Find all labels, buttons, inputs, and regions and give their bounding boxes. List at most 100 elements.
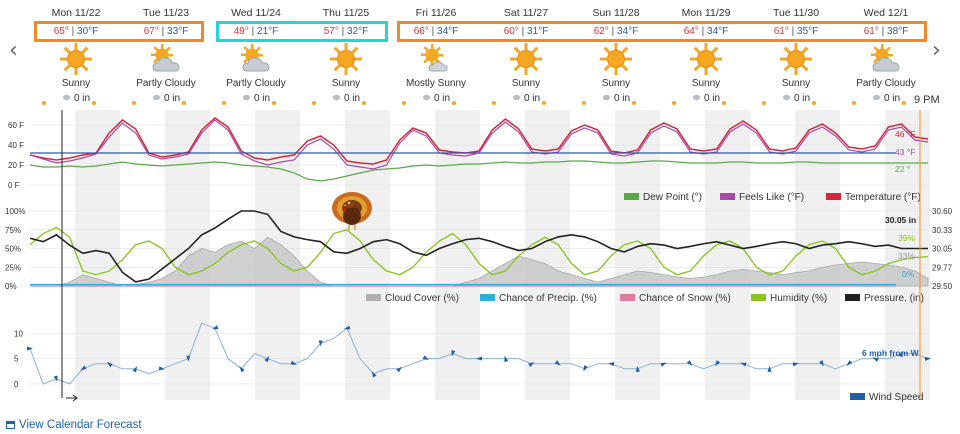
wind-arrow-icon (792, 362, 799, 367)
raindrop-icon (692, 93, 704, 104)
sunrise-marker (132, 101, 136, 105)
legend-swatch (845, 294, 860, 301)
turkey-icon (332, 192, 372, 230)
day-date: Thu 11/25 (322, 7, 370, 19)
day-date: Sun 11/28 (592, 7, 640, 19)
atm-y-tick-right: 30.05 (932, 245, 953, 254)
atm-end-label: 30.05 in (885, 215, 916, 225)
day-column[interactable]: Tue 11/23 67° | 33°F Partly Cloudy 0 in (121, 6, 211, 105)
precip-amount: 0 in (481, 92, 571, 105)
raindrop-icon (242, 93, 254, 104)
precip-amount: 0 in (661, 92, 751, 105)
condition-text: Sunny (511, 78, 541, 89)
wind-arrow-icon (767, 365, 772, 372)
sunrise-marker (672, 101, 676, 105)
wind-arrow-icon (53, 375, 58, 382)
condition-text: Sunny (601, 78, 631, 89)
sunset-marker (452, 101, 456, 105)
day-date: Sat 11/27 (503, 7, 549, 19)
temp-y-tick: 0 F (8, 181, 20, 190)
wind-arrow-icon (924, 356, 931, 361)
calendar-icon (6, 421, 15, 429)
sun-icon (31, 41, 121, 77)
low-temp: 35°F (797, 26, 819, 37)
temperature-chart: 60 F 40 F 20 F 0 F 46 °F 43 °F 22 ° Dew Point (… (8, 117, 929, 203)
wind-chart: 10 5 0 6 mph from W Wind Speed (14, 322, 931, 403)
wind-arrow-icon (264, 356, 270, 363)
wind-arrow-icon (239, 366, 245, 373)
sun-icon (751, 41, 841, 77)
day-column[interactable]: Mon 11/22 65° | 30°F Sunny 0 in (31, 6, 121, 105)
legend-swatch (620, 294, 635, 301)
day-temps: 65° | 30°F (53, 26, 99, 37)
day-column[interactable]: Thu 11/25 57° | 32°F Sunny 0 in (301, 6, 391, 105)
wind-arrow-icon (476, 356, 483, 361)
day-column[interactable]: Fri 11/26 66° | 34°F Mostly Sunny 0 in (391, 6, 481, 105)
condition-text: Partly Cloudy (136, 78, 196, 89)
mostly-sunny-icon (391, 41, 481, 77)
sunset-marker (182, 101, 186, 105)
atm-y-tick-left: 25% (5, 263, 21, 272)
legend-label: Humidity (%) (770, 293, 827, 304)
temp-series-line (29, 160, 928, 182)
high-temp: 65° (53, 26, 69, 37)
sunrise-marker (852, 101, 856, 105)
sunrise-marker (222, 101, 226, 105)
raindrop-icon (782, 93, 794, 104)
sunset-marker (542, 101, 546, 105)
precip-amount: 0 in (841, 92, 931, 105)
precip-amount: 0 in (31, 92, 121, 105)
day-temps: 62° | 34°F (593, 26, 639, 37)
legend-label: Dew Point (°) (643, 192, 702, 203)
high-temp: 67° (143, 26, 159, 37)
day-column[interactable]: Mon 11/29 64° | 34°F Sunny 0 in (661, 6, 751, 105)
legend-swatch (480, 294, 495, 301)
condition-text: Sunny (331, 78, 361, 89)
temp-y-tick: 20 F (8, 161, 24, 170)
prev-arrow-button[interactable]: ‹ (9, 38, 18, 63)
next-arrow-button[interactable]: › (932, 38, 941, 63)
sunrise-marker (582, 101, 586, 105)
day-temps: 67° | 33°F (143, 26, 189, 37)
raindrop-icon (512, 93, 524, 104)
low-temp: 33°F (167, 26, 189, 37)
raindrop-icon (602, 93, 614, 104)
sunset-marker (92, 101, 96, 105)
view-calendar-label: View Calendar Forecast (19, 419, 142, 431)
day-column[interactable]: Sun 11/28 62° | 34°F Sunny 0 in (571, 6, 661, 105)
precip-amount: 0 in (301, 92, 391, 105)
wind-arrow-icon (107, 361, 113, 368)
view-calendar-link[interactable]: View Calendar Forecast (6, 419, 142, 431)
atm-y-tick-right: 29.77 (932, 263, 953, 272)
day-temps: 64° | 34°F (683, 26, 729, 37)
low-temp: 31°F (527, 26, 549, 37)
day-column[interactable]: Wed 12/1 61° | 38°F Partly Cloudy 0 in (841, 6, 931, 105)
atm-series-line (29, 210, 928, 283)
sunset-marker (722, 101, 726, 105)
condition-text: Partly Cloudy (856, 78, 916, 89)
legend-swatch (366, 294, 381, 301)
atm-y-tick-right: 30.33 (932, 226, 953, 235)
wind-arrow-icon (212, 325, 219, 330)
legend-swatch (850, 393, 865, 400)
day-column[interactable]: Sat 11/27 60° | 31°F Sunny 0 in (481, 6, 571, 105)
wind-arrow-icon (504, 355, 509, 363)
raindrop-icon (62, 93, 74, 104)
day-temps: 61° | 38°F (863, 26, 909, 37)
atmosphere-chart: 100% 30.60 75% 30.33 50% 30.05 25% 29.77 0% 29.50… (5, 207, 953, 304)
scroll-arrow-icon (66, 394, 78, 402)
day-date: Tue 11/23 (142, 7, 190, 19)
atm-end-label: 33% (898, 251, 915, 261)
legend-swatch (751, 294, 766, 301)
day-date: Fri 11/26 (415, 7, 457, 19)
day-column[interactable]: Wed 11/24 49° | 21°F Partly Cloudy 0 in (211, 6, 301, 105)
day-column[interactable]: Tue 11/30 61° | 35°F Sunny 0 in (751, 6, 841, 105)
high-temp: 62° (593, 26, 609, 37)
atm-y-tick-left: 50% (5, 245, 21, 254)
precip-amount: 0 in (121, 92, 211, 105)
condition-text: Sunny (61, 78, 91, 89)
sunset-marker (362, 101, 366, 105)
high-temp: 57° (323, 26, 339, 37)
time-label: 9 PM (914, 94, 940, 106)
